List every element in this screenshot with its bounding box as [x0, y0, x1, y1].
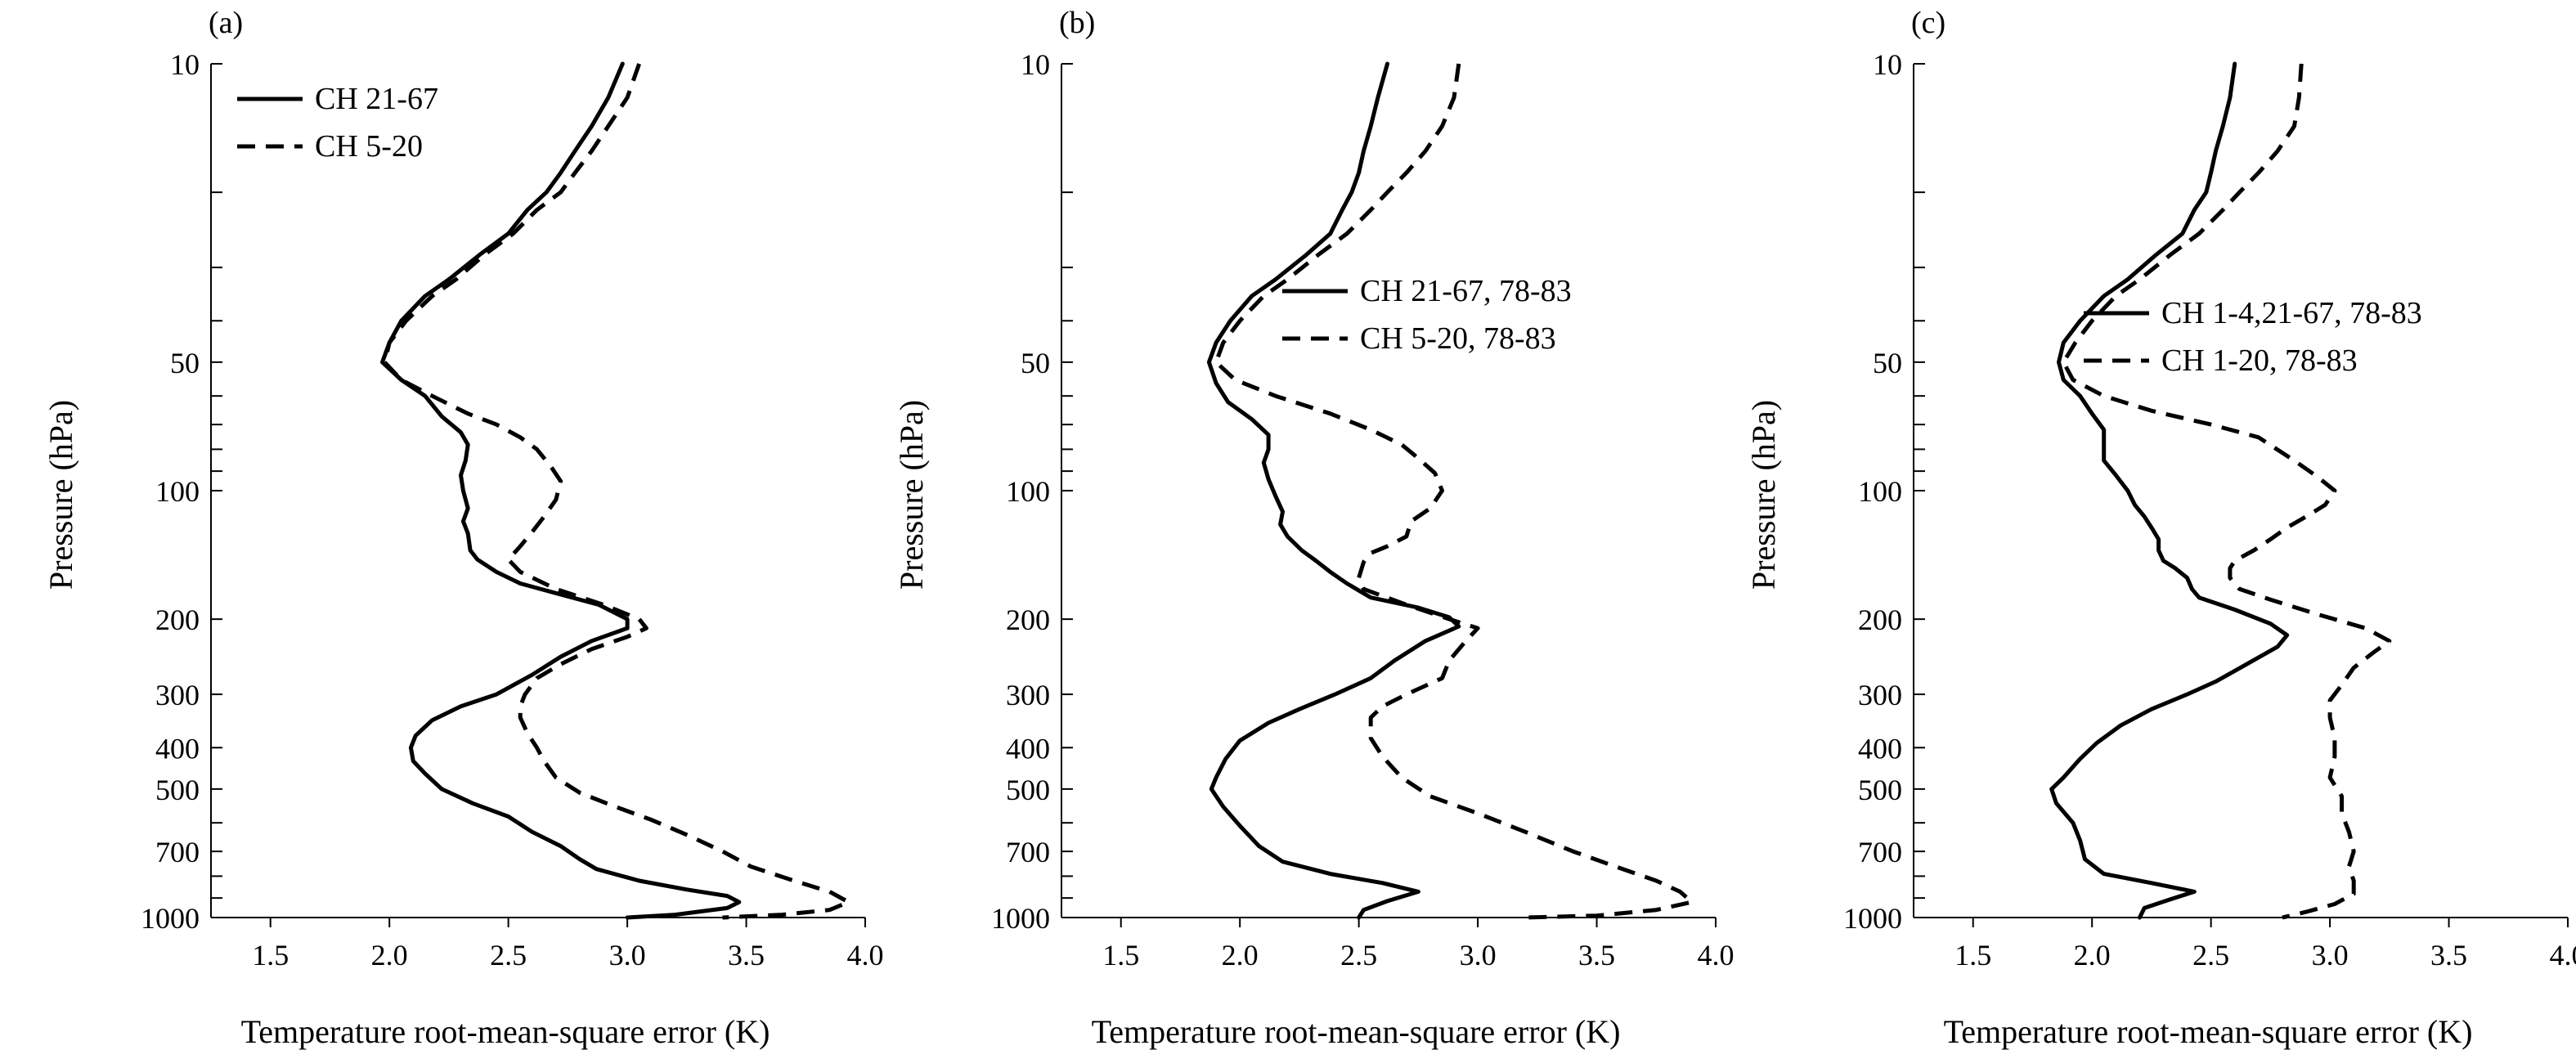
- y-tick-label: 400: [1006, 732, 1050, 765]
- x-tick-label: 2.0: [1222, 939, 1259, 971]
- y-tick-label: 200: [1006, 604, 1050, 636]
- y-axis-title: Pressure (hPa): [1745, 400, 1782, 590]
- y-tick-label: 500: [1858, 774, 1902, 806]
- panel-label: (a): [209, 6, 243, 40]
- series-line-solid: [1206, 61, 1461, 920]
- y-tick-label: 100: [1006, 475, 1050, 508]
- x-tick-label: 3.0: [609, 939, 646, 971]
- y-axis-title: Pressure (hPa): [893, 400, 930, 590]
- x-tick-label: 1.5: [1102, 939, 1139, 971]
- y-tick-label: 1000: [1843, 902, 1902, 935]
- y-tick-label: 1000: [991, 902, 1050, 935]
- x-tick-label: 3.5: [1578, 939, 1615, 971]
- y-tick-label: 200: [155, 604, 200, 636]
- x-tick-label: 4.0: [1698, 939, 1735, 971]
- legend-label: CH 5-20, 78-83: [1360, 321, 1556, 356]
- y-tick-label: 700: [155, 836, 200, 868]
- x-axis-title: Temperature root-mean-square error (K): [1092, 1013, 1621, 1050]
- y-tick-label: 100: [1858, 475, 1902, 508]
- y-tick-label: 10: [1873, 48, 1902, 81]
- x-axis-title: Temperature root-mean-square error (K): [1944, 1013, 2473, 1050]
- x-tick-label: 3.5: [728, 939, 765, 971]
- chart-panel-b: 10 50 100 200 300 400 500 700 1000 1.5 2.0 2.5 3.0 3.…: [893, 6, 1735, 1050]
- series-line-dashed: [2061, 63, 2392, 920]
- series-line-dashed: [382, 63, 851, 920]
- y-tick-label: 50: [1873, 347, 1902, 379]
- chart-panel-a: 10 50 100 200 300 400 500 700 1000 1.5 2.0 2.5 3.0 3.…: [43, 6, 884, 1050]
- x-tick-label: 1.5: [252, 939, 289, 971]
- x-tick-label: 2.5: [2192, 939, 2229, 971]
- y-tick-label: 700: [1858, 836, 1902, 868]
- legend-label: CH 1-20, 78-83: [2161, 343, 2358, 378]
- y-tick-label: 50: [170, 347, 200, 379]
- chart-panel-c: 10 50 100 200 300 400 500 700 1000 1.5 2.0 2.5 3.0 3.…: [1745, 6, 2576, 1050]
- y-tick-label: 500: [155, 774, 200, 806]
- y-tick-label: 10: [170, 48, 200, 81]
- legend-label: CH 1-4,21-67, 78-83: [2161, 296, 2422, 330]
- series-line-solid: [380, 61, 742, 920]
- panel-label: (c): [1911, 6, 1945, 40]
- legend: CH 21-67 CH 5-20: [237, 82, 438, 164]
- x-tick-label: 2.5: [1340, 939, 1377, 971]
- y-tick-label: 10: [1021, 48, 1050, 81]
- x-tick-label: 4.0: [847, 939, 884, 971]
- legend-label: CH 5-20: [315, 129, 423, 164]
- y-tick-label: 400: [155, 732, 200, 765]
- legend-label: CH 21-67, 78-83: [1360, 274, 1572, 308]
- y-tick-label: 300: [155, 679, 200, 711]
- series-line-solid: [2049, 61, 2290, 920]
- y-tick-label: 300: [1006, 679, 1050, 711]
- x-tick-label: 2.0: [371, 939, 408, 971]
- y-tick-label: 50: [1021, 347, 1050, 379]
- y-tick-label: 300: [1858, 679, 1902, 711]
- x-tick-label: 3.5: [2430, 939, 2467, 971]
- y-axis-title: Pressure (hPa): [43, 400, 79, 590]
- legend: CH 21-67, 78-83 CH 5-20, 78-83: [1282, 274, 1572, 356]
- y-tick-label: 400: [1858, 732, 1902, 765]
- x-tick-label: 3.0: [2312, 939, 2349, 971]
- x-tick-label: 1.5: [1954, 939, 1991, 971]
- x-tick-label: 2.5: [490, 939, 527, 971]
- legend-label: CH 21-67: [315, 82, 438, 116]
- y-tick-label: 100: [155, 475, 200, 508]
- legend: CH 1-4,21-67, 78-83 CH 1-20, 78-83: [2084, 296, 2422, 378]
- y-tick-label: 700: [1006, 836, 1050, 868]
- x-axis-title: Temperature root-mean-square error (K): [241, 1013, 770, 1050]
- panel-label: (b): [1059, 6, 1095, 40]
- x-tick-label: 4.0: [2550, 939, 2576, 971]
- y-tick-label: 500: [1006, 774, 1050, 806]
- x-tick-label: 3.0: [1460, 939, 1497, 971]
- series-line-dashed: [1214, 63, 1694, 920]
- x-tick-label: 2.0: [2074, 939, 2111, 971]
- y-tick-label: 1000: [141, 902, 200, 935]
- y-tick-label: 200: [1858, 604, 1902, 636]
